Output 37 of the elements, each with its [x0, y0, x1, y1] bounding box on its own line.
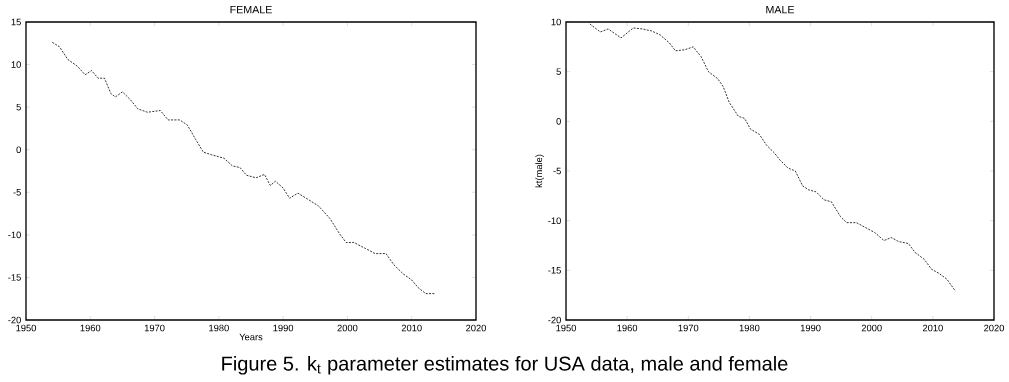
x-tick-label: 1970: [144, 324, 165, 332]
x-tick-label: 1980: [209, 324, 229, 332]
y-tick-label: -5: [553, 167, 561, 175]
x-tick-label: 2010: [922, 324, 943, 332]
y-tick-label: 15: [11, 18, 21, 26]
x-tick-label: 2000: [337, 324, 358, 332]
x-tick-label: 2020: [466, 324, 487, 332]
y-tick-label: 0: [556, 118, 561, 125]
y-tick-label: -15: [548, 267, 561, 274]
x-tick-label: 1960: [617, 324, 638, 332]
y-tick-label: -10: [548, 217, 561, 224]
y-tick-label: -15: [8, 274, 21, 281]
x-tick-label: 1970: [678, 324, 699, 332]
x-tick-label: 1950: [556, 324, 577, 332]
y-tick-label: -20: [548, 316, 561, 324]
y-tick-label: 0: [16, 146, 21, 154]
y-tick-label: 5: [16, 103, 21, 111]
x-tick-label: 1990: [800, 324, 821, 332]
caption: Figure 5. k$_{t}$ parameter estimates for USA data, male and female: [222, 355, 788, 375]
x-tick-label: 1950: [16, 324, 37, 332]
y-tick-label: 5: [556, 68, 561, 75]
y-tick-label: -10: [8, 231, 21, 239]
x-tick-label: 1960: [80, 324, 101, 332]
line-series: [51, 42, 436, 295]
x-tick-label: 1980: [739, 324, 760, 332]
x-tick-label: 2000: [861, 324, 882, 332]
chart-title: FEMALE: [230, 5, 272, 14]
y-tick-label: -20: [8, 316, 21, 324]
x-axis-title: Years: [239, 333, 263, 341]
y-tick-label: 10: [551, 18, 561, 26]
x-tick-label: 2020: [984, 324, 1005, 332]
chart-title: MALE: [766, 5, 795, 14]
y-tick-label: 10: [11, 61, 21, 68]
y-tick-label: -5: [13, 189, 21, 196]
x-tick-label: 1990: [273, 324, 294, 332]
y-axis-title: kt(male): [535, 154, 544, 188]
x-tick-label: 2010: [401, 324, 422, 332]
